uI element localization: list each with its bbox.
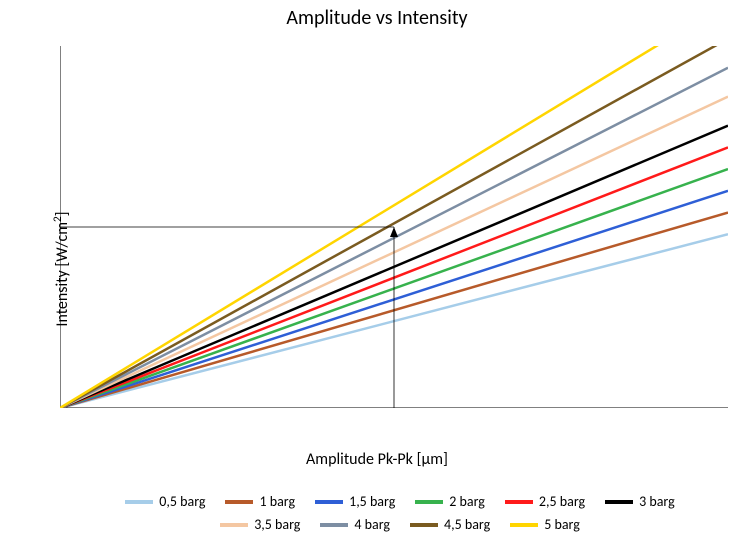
legend-swatch: [320, 523, 348, 527]
legend-swatch: [220, 523, 248, 527]
x-axis-label: Amplitude Pk-Pk [µm]: [0, 450, 754, 469]
legend-label: 4,5 barg: [444, 516, 490, 533]
legend-item: 4 barg: [320, 516, 390, 533]
legend-swatch: [510, 523, 538, 527]
legend-swatch: [125, 500, 153, 504]
legend-label: 2,5 barg: [539, 493, 585, 510]
legend-item: 1 barg: [225, 493, 295, 510]
legend-swatch: [605, 500, 633, 504]
legend-label: 1 barg: [259, 493, 295, 510]
legend-item: 4,5 barg: [410, 516, 490, 533]
legend-item: 3 barg: [605, 493, 675, 510]
legend-swatch: [315, 500, 343, 504]
legend-swatch: [505, 500, 533, 504]
legend-item: 3,5 barg: [220, 516, 300, 533]
legend-item: 1,5 barg: [315, 493, 395, 510]
legend-label: 3 barg: [639, 493, 675, 510]
legend-label: 3,5 barg: [254, 516, 300, 533]
chart-container: Amplitude vs Intensity Intensity [W/cm2]…: [0, 0, 754, 537]
legend-item: 0,5 barg: [125, 493, 205, 510]
legend: 0,5 barg 1 barg 1,5 barg 2 barg 2,5 barg 3 ba…: [86, 493, 714, 533]
chart-title: Amplitude vs Intensity: [0, 6, 754, 30]
legend-swatch: [415, 500, 443, 504]
legend-item: 5 barg: [510, 516, 580, 533]
marker-arrowhead: [390, 227, 398, 237]
plot-area: [60, 46, 728, 408]
legend-label: 2 barg: [449, 493, 485, 510]
legend-swatch: [225, 500, 253, 504]
legend-label: 0,5 barg: [159, 493, 205, 510]
legend-label: 5 barg: [544, 516, 580, 533]
legend-item: 2,5 barg: [505, 493, 585, 510]
legend-swatch: [410, 523, 438, 527]
legend-label: 4 barg: [354, 516, 390, 533]
legend-label: 1,5 barg: [349, 493, 395, 510]
legend-item: 2 barg: [415, 493, 485, 510]
